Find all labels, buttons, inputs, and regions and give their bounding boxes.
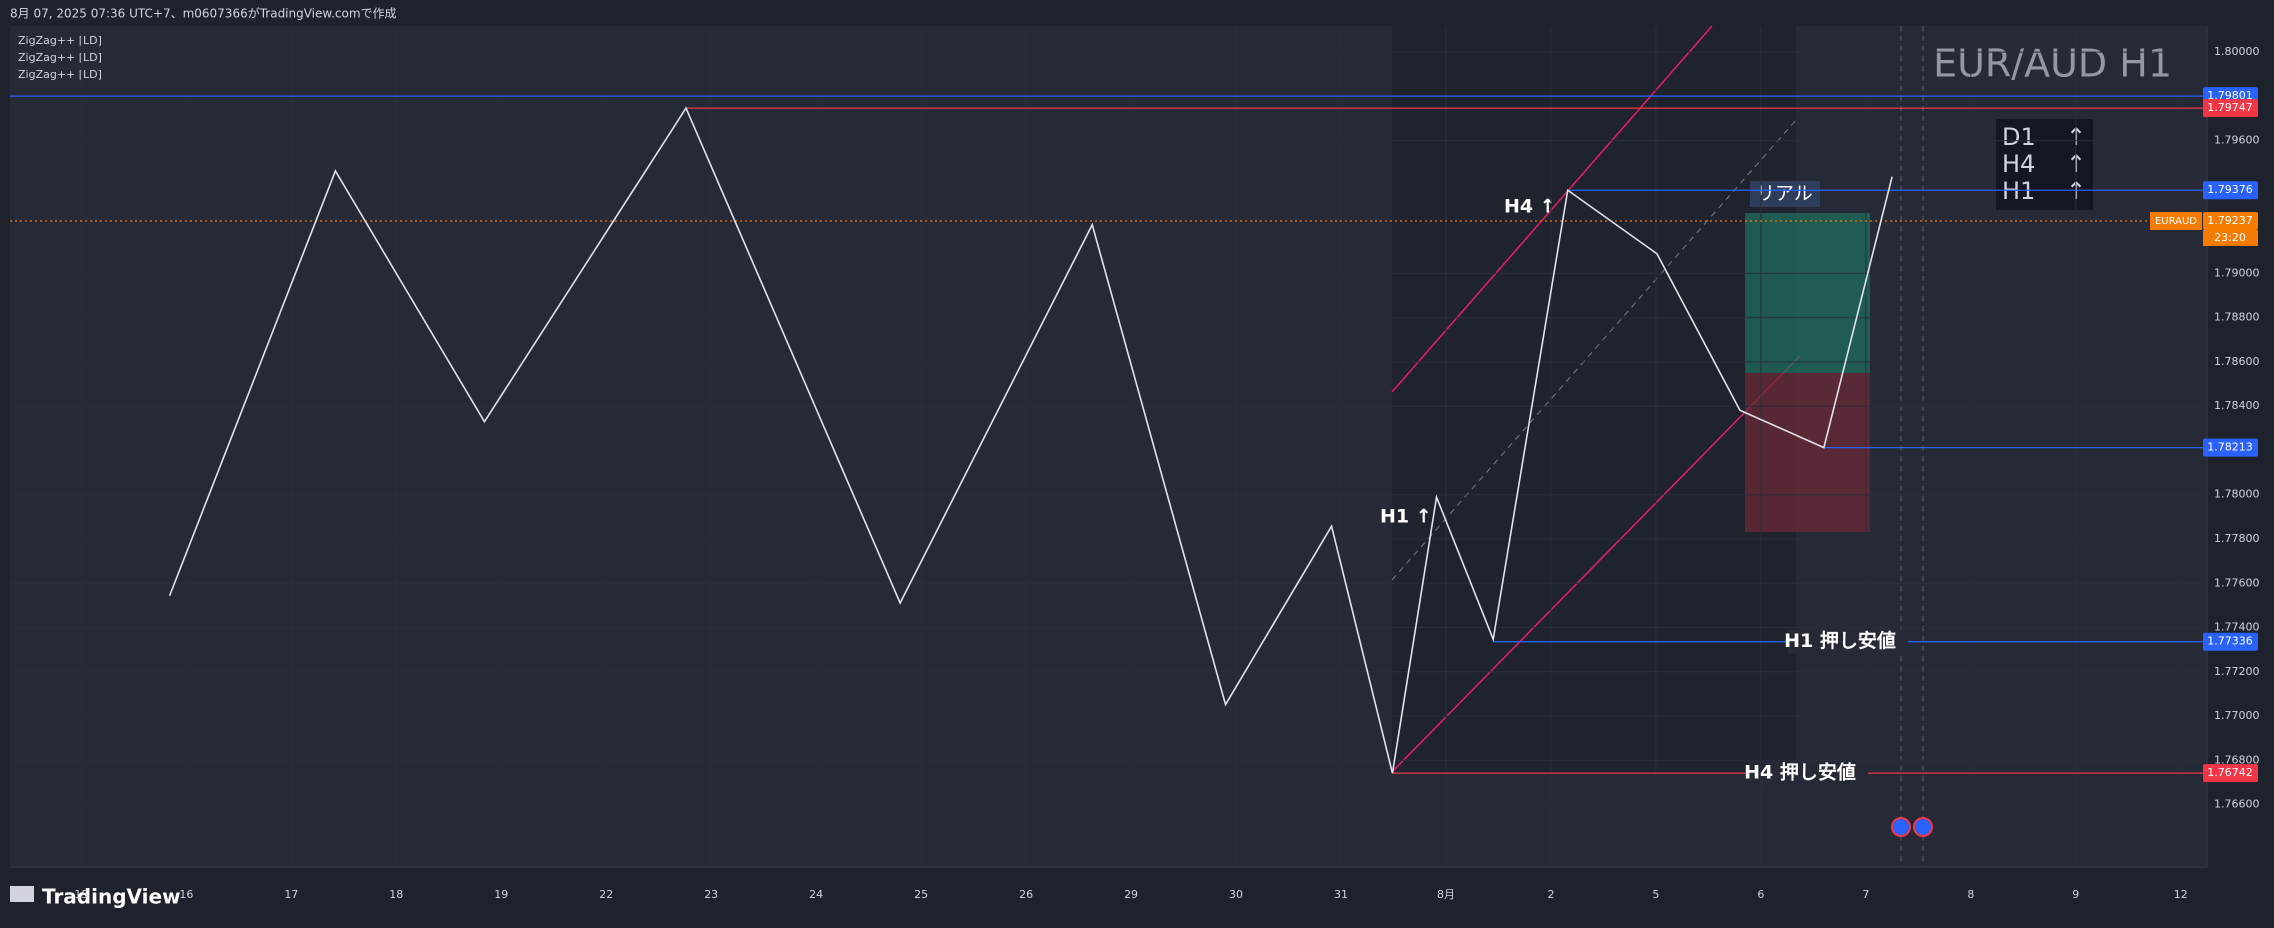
- y-tick-label: 1.77600: [2214, 576, 2260, 589]
- y-tick-label: 1.78000: [2214, 488, 2260, 501]
- y-tick-label: 1.77000: [2214, 709, 2260, 722]
- y-tick-label: 1.78400: [2214, 399, 2260, 412]
- price-tag: [2203, 211, 2258, 230]
- x-tick-label: 8: [1967, 888, 1974, 901]
- price-tag-label: 1.77336: [2207, 635, 2253, 648]
- y-tick-label: 1.78600: [2214, 355, 2260, 368]
- x-tick-label: 8月: [1437, 888, 1455, 901]
- zigzag-line: [168, 106, 1893, 774]
- channel-shade: [1392, 26, 1796, 772]
- y-tick-label: 1.79000: [2214, 266, 2260, 279]
- x-tick-label: 24: [809, 888, 823, 901]
- x-tick-label: 30: [1229, 888, 1243, 901]
- x-tick-label: 12: [2174, 888, 2188, 901]
- x-tick-label: 7: [1862, 888, 1869, 901]
- trend-panel: [1996, 119, 2093, 210]
- x-tick-label: 19: [494, 888, 508, 901]
- watermark: EUR/AUD H1: [1933, 42, 2172, 86]
- price-tag-label: 1.76742: [2207, 766, 2253, 779]
- y-tick-label: 1.79600: [2214, 134, 2260, 147]
- x-tick-label: 23: [704, 888, 718, 901]
- x-tick-label: 6: [1757, 888, 1764, 901]
- x-tick-label: 31: [1334, 888, 1348, 901]
- price-tag-label: 1.79376: [2207, 183, 2253, 196]
- level-text: H4 押し安値: [1744, 761, 1856, 784]
- level-text: H1 押し安値: [1784, 629, 1896, 652]
- x-tick-label: 15: [74, 888, 88, 901]
- trend-timeframe: D1: [2002, 123, 2036, 151]
- x-tick-label: 18: [389, 888, 403, 901]
- x-tick-label: 2: [1547, 888, 1554, 901]
- position-loss: [1745, 373, 1870, 532]
- price-tag: [2203, 632, 2258, 651]
- x-tick-label: 22: [599, 888, 613, 901]
- x-tick-label: 29: [1124, 888, 1138, 901]
- price-tag-label: 1.79801: [2207, 89, 2253, 102]
- countdown-tag: [2203, 229, 2258, 246]
- logo-mark: [10, 886, 34, 902]
- price-tag-label: 1.78213: [2207, 441, 2253, 454]
- y-tick-label: 1.77800: [2214, 532, 2260, 545]
- channel-upper: [1391, 25, 1713, 393]
- price-tag: [2203, 438, 2258, 457]
- symbol-tag-label: EURAUD: [2155, 216, 2197, 227]
- header-caption: 8月 07, 2025 07:36 UTC+7、m0607366がTrading…: [10, 6, 397, 21]
- level-text-bg: [1788, 629, 1908, 654]
- x-tick-label: 26: [1019, 888, 1033, 901]
- event-icon[interactable]: [1891, 817, 1911, 837]
- x-tick-label: 25: [914, 888, 928, 901]
- channel-mid: [1391, 119, 1797, 581]
- x-tick-label: 16: [179, 888, 193, 901]
- countdown-label: 23:20: [2214, 231, 2246, 244]
- indicator-label: ZigZag++ [LD]: [18, 51, 102, 64]
- price-tag: [2203, 99, 2258, 118]
- annotation: リアル: [1756, 183, 1813, 205]
- level-text-bg: [1748, 761, 1868, 786]
- position-profit: [1745, 213, 1870, 373]
- price-tag-label: 1.79747: [2207, 101, 2253, 114]
- indicator-label: ZigZag++ [LD]: [18, 68, 102, 81]
- price-tag-label: 1.79237: [2207, 214, 2253, 227]
- y-tick-label: 1.77200: [2214, 665, 2260, 678]
- price-tag: [2203, 181, 2258, 200]
- channel-lower: [1391, 355, 1801, 773]
- event-icon[interactable]: [1913, 817, 1933, 837]
- annotation-box: [1750, 181, 1820, 207]
- price-tag: [2203, 764, 2258, 783]
- x-tick-label: 9: [2072, 888, 2079, 901]
- y-tick-label: 1.77400: [2214, 621, 2260, 634]
- y-tick-label: 1.76800: [2214, 753, 2260, 766]
- indicator-label: ZigZag++ [LD]: [18, 34, 102, 47]
- trend-timeframe: H1: [2002, 177, 2035, 205]
- annotation: H4 ↑: [1504, 196, 1556, 218]
- symbol-tag: [2150, 211, 2202, 230]
- annotation: H1 ↑: [1380, 506, 1432, 528]
- y-tick-label: 1.76600: [2214, 798, 2260, 811]
- trend-timeframe: H4: [2002, 150, 2035, 178]
- y-tick-label: 1.80000: [2214, 45, 2260, 58]
- x-tick-label: 5: [1652, 888, 1659, 901]
- y-tick-label: 1.78800: [2214, 311, 2260, 324]
- logo-text: TradingView: [42, 885, 181, 909]
- plot-area: [10, 26, 2207, 867]
- x-tick-label: 17: [284, 888, 298, 901]
